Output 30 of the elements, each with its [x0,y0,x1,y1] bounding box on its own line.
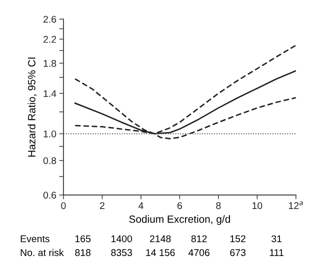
text: 818 [75,249,91,256]
x-axis-title: Sodium Excretion, g/d [129,215,230,225]
text: 111 [270,249,284,256]
text: 152 [230,235,246,242]
y-tick-label: 2.6 [43,16,56,23]
y-tick-label: 1.8 [44,60,56,67]
text: 2148 [150,235,171,242]
y-tick-label: 1.4 [44,90,56,97]
y-tick-label: 1.0 [44,130,56,138]
text: 812 [191,235,207,242]
x-tick-label: 0 [61,202,66,210]
x-tick-label: 8 [216,202,221,210]
x-tick-label: 10 [252,202,262,210]
x-tick-label: 12$^{a}$ [288,201,303,209]
y-tick-label: 2.2 [43,36,56,43]
text: 1400 [112,235,132,242]
x-tick-label: 6 [177,202,182,210]
text: Events [20,235,50,242]
y-tick-label: 0.8 [43,157,56,164]
text: No. at risk [20,248,64,256]
text: 31 [272,235,282,242]
text: 673 [230,249,246,256]
text: 8353 [111,249,132,256]
x-tick-label: 2 [100,202,104,209]
text: 165 [75,235,91,242]
text: 14 156 [146,249,175,256]
y-axis-title: Hazard Ratio, 95% CI [28,58,37,157]
x-tick-label: 4 [138,202,144,209]
text: 4706 [188,249,210,256]
y-tick-label: 0.6 [43,192,56,199]
